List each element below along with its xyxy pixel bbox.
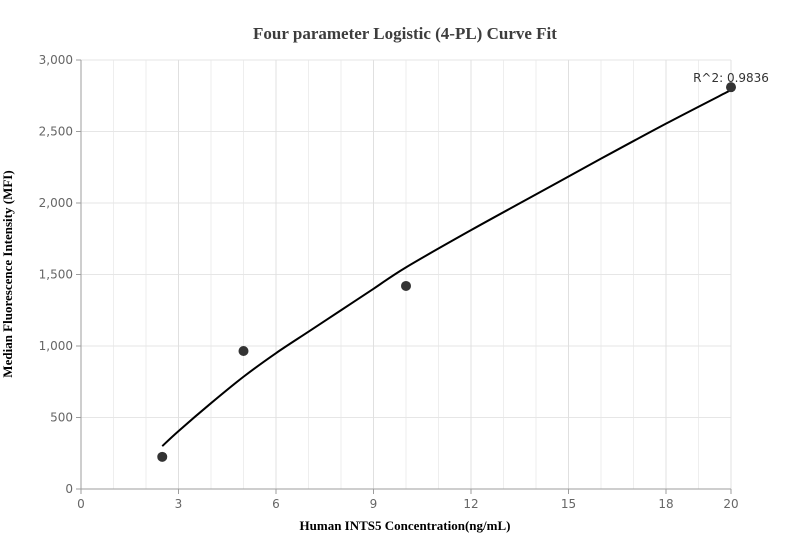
- fit-curve-line: [161, 89, 732, 447]
- x-tick-label: 15: [561, 497, 576, 511]
- x-axis-label: Human INTS5 Concentration(ng/mL): [300, 518, 511, 533]
- y-tick-label: 0: [65, 482, 73, 496]
- y-tick-label: 2,500: [39, 125, 73, 139]
- x-tick-label: 0: [77, 497, 85, 511]
- y-tick-label: 2,000: [39, 196, 73, 210]
- x-tick-label: 6: [272, 497, 280, 511]
- y-tick-label: 3,000: [39, 53, 73, 67]
- y-tick-label: 1,000: [39, 339, 73, 353]
- points-group: [157, 82, 736, 462]
- r-squared-annotation: R^2: 0.9836: [693, 71, 769, 85]
- x-tick-label: 20: [723, 497, 738, 511]
- fit-curve-group: [161, 89, 732, 447]
- x-tick-label: 12: [463, 497, 478, 511]
- data-point: [726, 82, 736, 93]
- data-point: [157, 451, 168, 462]
- y-axis-label: Median Fluorescence Intensity (MFI): [0, 170, 15, 377]
- y-tick-label: 500: [50, 411, 73, 425]
- x-tick-label: 18: [658, 497, 673, 511]
- x-tick-label: 9: [370, 497, 378, 511]
- data-point: [238, 346, 249, 357]
- ticks: 0 3 6 9 12 15 18 20 0 500 1,000 1,500 2,000 2,500 3,00…: [39, 53, 739, 511]
- grid: [80, 59, 732, 490]
- chart-title: Four parameter Logistic (4-PL) Curve Fit: [253, 24, 557, 43]
- x-tick-label: 3: [175, 497, 183, 511]
- y-tick-label: 1,500: [39, 268, 73, 282]
- data-point: [401, 280, 411, 291]
